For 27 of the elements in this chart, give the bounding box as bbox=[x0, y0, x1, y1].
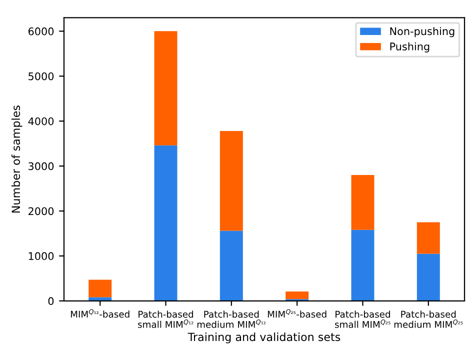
y-tick-label: 3000 bbox=[28, 162, 54, 170]
bar bbox=[416, 254, 440, 301]
x-tick-label: Patch-based medium MIM$^{Q₁₂}$ bbox=[197, 310, 266, 328]
y-tick-label: 6000 bbox=[28, 27, 54, 36]
bar bbox=[416, 222, 440, 254]
x-tick-label: Patch-based small MIM$^{Q₂₅}$ bbox=[335, 310, 390, 328]
legend-label: Pushing bbox=[390, 42, 430, 52]
x-axis-title: Training and validation sets bbox=[188, 332, 340, 344]
y-tick-label: 2000 bbox=[28, 207, 54, 216]
x-tick-label: Patch-based medium MIM$^{Q₂₅}$ bbox=[394, 310, 463, 328]
bar bbox=[154, 145, 178, 301]
bar bbox=[351, 230, 374, 301]
y-tick-label: 0 bbox=[48, 297, 54, 306]
y-tick-label: 5000 bbox=[28, 72, 54, 80]
bar bbox=[286, 291, 309, 300]
bar bbox=[88, 280, 112, 298]
y-tick-label: 4000 bbox=[28, 117, 54, 126]
y-tick-label: 1000 bbox=[28, 252, 54, 260]
x-tick-label: Patch-based small MIM$^{Q₁₂}$ bbox=[138, 310, 194, 328]
y-axis-title: Number of samples bbox=[11, 106, 22, 213]
x-tick-label: MIM$^{Q₂₅}$-based bbox=[268, 309, 326, 318]
bar bbox=[220, 130, 243, 231]
bar bbox=[351, 175, 374, 230]
legend-label: Non-pushing bbox=[390, 27, 454, 38]
x-tick-label: MIM$^{Q₁₂}$-based bbox=[70, 309, 130, 318]
bar bbox=[154, 31, 178, 146]
bar bbox=[220, 230, 243, 301]
